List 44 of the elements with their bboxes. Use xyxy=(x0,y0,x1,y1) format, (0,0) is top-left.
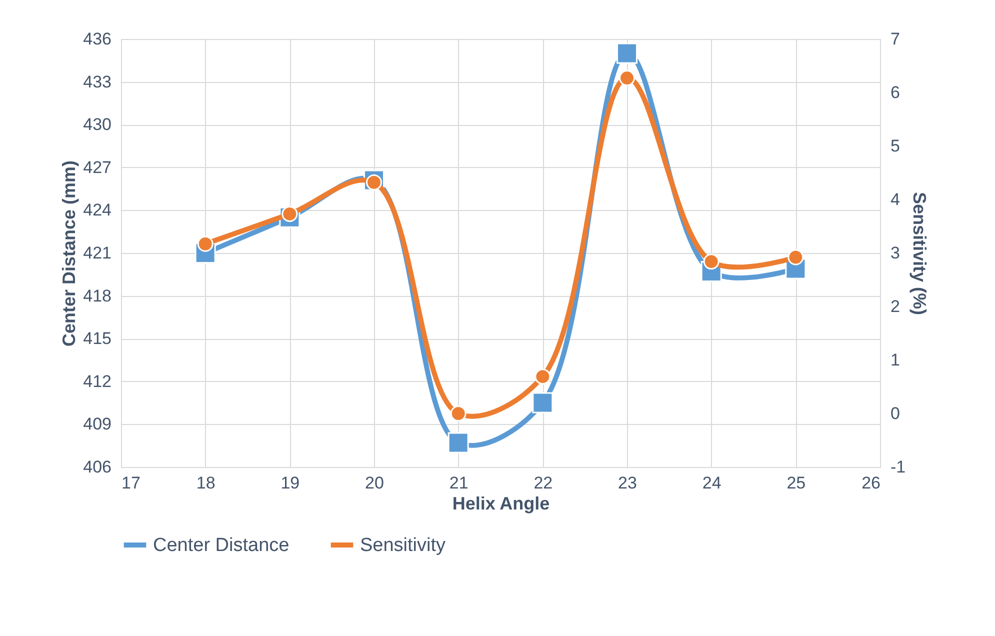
y2-tick-label: 4 xyxy=(890,190,900,209)
y-tick-label: 436 xyxy=(83,30,112,48)
y2-tick-label: 7 xyxy=(890,30,900,48)
y-axis-title: Center Distance (mm) xyxy=(59,160,80,347)
y-tick-label: 424 xyxy=(83,200,112,220)
x-tick-label: 23 xyxy=(618,474,637,492)
point xyxy=(619,70,635,86)
y2-tick-label: 1 xyxy=(890,350,900,370)
y-tick-label: 421 xyxy=(83,244,112,262)
x-tick-label: 24 xyxy=(702,474,722,492)
y2-tick-label: 6 xyxy=(890,83,900,102)
x-tick-label: 17 xyxy=(122,474,140,492)
point xyxy=(616,42,638,64)
x-tick-label: 22 xyxy=(534,474,553,492)
y-tick-label: 406 xyxy=(83,458,112,476)
point xyxy=(534,368,551,385)
y2-tick-label: 2 xyxy=(890,297,900,316)
x-tick-label: 19 xyxy=(280,474,300,492)
y-tick-label: 415 xyxy=(83,329,112,348)
x-tick-label: 20 xyxy=(365,474,384,492)
point xyxy=(450,406,466,422)
point xyxy=(703,254,720,270)
point xyxy=(532,392,554,414)
y-tick-label: 418 xyxy=(83,286,112,306)
x-tick-label: 25 xyxy=(786,474,806,492)
y-tick-label: 427 xyxy=(83,158,112,177)
legend-label: Sensitivity xyxy=(360,535,446,556)
point xyxy=(448,432,469,454)
y2-tick-label: 0 xyxy=(890,404,900,423)
x-axis-title: Helix Angle xyxy=(452,494,550,514)
x-tick-label: 26 xyxy=(862,474,880,492)
point xyxy=(197,236,214,252)
y-tick-label: 430 xyxy=(83,115,112,134)
legend-label: Center Distance xyxy=(153,535,290,556)
y-tick-label: 409 xyxy=(83,414,112,434)
y2-tick-label: 5 xyxy=(890,136,900,156)
y2-tick-label: 3 xyxy=(890,244,900,262)
y2-axis-title: Sensitivity (%) xyxy=(910,192,930,316)
y-tick-label: 433 xyxy=(83,72,112,92)
y2-tick-label: -1 xyxy=(890,458,906,476)
y-tick-label: 412 xyxy=(83,372,112,391)
point xyxy=(788,249,804,266)
x-tick-label: 21 xyxy=(449,474,468,492)
x-tick-label: 18 xyxy=(196,474,216,492)
